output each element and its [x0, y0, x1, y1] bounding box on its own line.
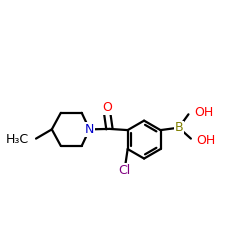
Text: OH: OH: [196, 134, 216, 147]
Text: B: B: [174, 121, 183, 134]
Text: OH: OH: [194, 106, 213, 119]
Text: H₃C: H₃C: [6, 133, 29, 146]
Text: Cl: Cl: [118, 164, 131, 177]
Text: N: N: [85, 123, 94, 136]
Text: O: O: [102, 101, 112, 114]
